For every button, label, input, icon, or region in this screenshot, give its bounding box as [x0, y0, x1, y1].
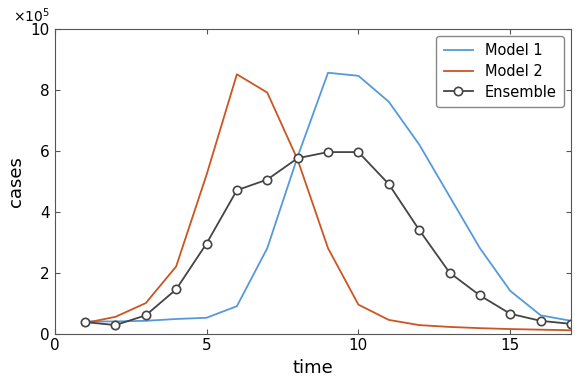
Model 1 — [203, 316, 210, 320]
Model 1 — [81, 319, 88, 324]
Ensemble — [112, 323, 119, 328]
Text: $\times10^5$: $\times10^5$ — [13, 7, 50, 25]
Model 1 — [446, 194, 453, 199]
Model 2 — [537, 328, 544, 332]
Model 1 — [112, 319, 119, 324]
Model 2 — [446, 324, 453, 329]
Model 2 — [264, 90, 271, 95]
Model 2 — [81, 321, 88, 325]
Model 1 — [234, 304, 240, 308]
Model 1 — [537, 313, 544, 318]
Model 1 — [355, 73, 362, 78]
Model 2 — [173, 264, 180, 269]
Model 1 — [325, 70, 332, 75]
Ensemble — [325, 150, 332, 154]
Model 2 — [507, 327, 514, 331]
Ensemble — [355, 150, 362, 154]
Model 2 — [234, 72, 240, 76]
Model 2 — [355, 302, 362, 307]
Ensemble — [507, 311, 514, 316]
Model 2 — [568, 328, 575, 333]
Model 1 — [264, 246, 271, 250]
Ensemble — [416, 228, 423, 232]
Line: Model 1: Model 1 — [85, 73, 571, 321]
Model 1 — [416, 142, 423, 147]
Model 2 — [416, 323, 423, 328]
Ensemble — [81, 320, 88, 324]
Ensemble — [234, 188, 240, 192]
Model 1 — [568, 318, 575, 323]
Ensemble — [264, 177, 271, 182]
Ensemble — [203, 241, 210, 246]
Y-axis label: cases: cases — [7, 156, 25, 207]
Line: Ensemble: Ensemble — [81, 148, 575, 329]
Model 1 — [386, 99, 392, 104]
Model 2 — [112, 314, 119, 319]
Model 2 — [386, 318, 392, 322]
Ensemble — [173, 287, 180, 292]
Ensemble — [142, 313, 149, 318]
X-axis label: time: time — [292, 359, 333, 377]
Model 1 — [507, 289, 514, 293]
Model 1 — [173, 317, 180, 321]
Model 2 — [142, 301, 149, 305]
Model 1 — [142, 318, 149, 323]
Model 2 — [294, 157, 301, 162]
Model 2 — [476, 326, 483, 331]
Ensemble — [537, 318, 544, 323]
Ensemble — [386, 182, 392, 186]
Line: Model 2: Model 2 — [85, 74, 571, 330]
Ensemble — [294, 156, 301, 161]
Ensemble — [476, 293, 483, 298]
Ensemble — [568, 321, 575, 326]
Legend: Model 1, Model 2, Ensemble: Model 1, Model 2, Ensemble — [436, 36, 564, 107]
Model 2 — [203, 173, 210, 177]
Ensemble — [446, 270, 453, 275]
Model 2 — [325, 246, 332, 250]
Model 1 — [476, 246, 483, 250]
Model 1 — [294, 154, 301, 159]
